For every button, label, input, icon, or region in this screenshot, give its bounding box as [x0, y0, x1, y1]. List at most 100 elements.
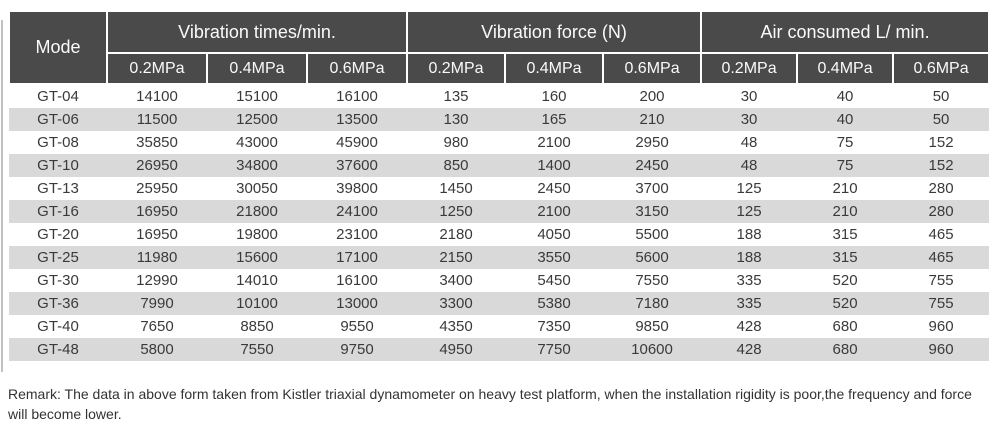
- value-cell: 35850: [136, 134, 178, 151]
- air-consumed-group-header: Air consumed L/ min.: [700, 10, 991, 54]
- value-cell: 4050: [537, 226, 571, 243]
- value-cell: 165: [541, 111, 567, 128]
- value-cell: 14010: [236, 272, 278, 289]
- value-cell: 755: [928, 272, 954, 289]
- value-cell: 9850: [635, 318, 669, 335]
- value-cell: 7180: [635, 295, 669, 312]
- value-cell: 40: [836, 88, 854, 105]
- value-cell: 680: [832, 341, 858, 358]
- value-cell: 210: [639, 111, 665, 128]
- mode-cell: GT-16: [37, 203, 79, 220]
- value-cell: 7650: [140, 318, 174, 335]
- value-cell: 520: [832, 295, 858, 312]
- value-cell: 26950: [136, 157, 178, 174]
- value-cell: 520: [832, 272, 858, 289]
- value-cell: 2950: [635, 134, 669, 151]
- table-row: GT-30 12990 14010 16100 3400 5450 7550 335 520 75…: [9, 269, 989, 292]
- pressure-header-cell: 0.6MPa: [602, 52, 703, 85]
- value-cell: 30: [740, 88, 758, 105]
- value-cell: 152: [928, 157, 954, 174]
- mode-cell: GT-06: [37, 111, 79, 128]
- value-cell: 7550: [635, 272, 669, 289]
- value-cell: 11980: [136, 249, 178, 266]
- value-cell: 25950: [136, 180, 178, 197]
- value-cell: 75: [836, 157, 854, 174]
- mode-cell: GT-30: [37, 272, 79, 289]
- table-row: GT-40 7650 8850 9550 4350 7350 9850 428 680 960: [9, 315, 989, 338]
- vibrator-spec-table: Mode Vibration times/min. Vibration forc…: [8, 10, 991, 361]
- value-cell: 130: [443, 111, 469, 128]
- pressure-header-cell: 0.2MPa: [106, 52, 208, 85]
- value-cell: 12990: [136, 272, 178, 289]
- value-cell: 15100: [236, 88, 278, 105]
- mode-cell: GT-20: [37, 226, 79, 243]
- value-cell: 2180: [439, 226, 473, 243]
- table-row: GT-25 11980 15600 17100 2150 3550 5600 188 315 46…: [9, 246, 990, 269]
- value-cell: 465: [928, 249, 954, 266]
- value-cell: 39800: [336, 180, 378, 197]
- value-cell: 2100: [537, 203, 571, 220]
- value-cell: 680: [832, 318, 858, 335]
- value-cell: 8850: [240, 318, 274, 335]
- value-cell: 34800: [236, 157, 278, 174]
- table-row: GT-48 5800 7550 9750 4950 7750 10600 428 680 960: [9, 338, 990, 361]
- value-cell: 755: [928, 295, 954, 312]
- value-cell: 4950: [439, 341, 473, 358]
- value-cell: 9750: [340, 341, 374, 358]
- value-cell: 7350: [537, 318, 571, 335]
- table-row: GT-16 16950 21800 24100 1250 2100 3150 125 210 28…: [9, 200, 990, 223]
- value-cell: 7750: [537, 341, 571, 358]
- value-cell: 315: [832, 226, 858, 243]
- value-cell: 24100: [336, 203, 378, 220]
- value-cell: 2100: [537, 134, 571, 151]
- table-row: GT-13 25950 30050 39800 1450 2450 3700 125 210 28…: [9, 177, 989, 200]
- remark-text: Remark: The data in above form taken fro…: [8, 386, 972, 423]
- value-cell: 48: [740, 157, 758, 174]
- value-cell: 850: [443, 157, 469, 174]
- mode-cell: GT-10: [37, 157, 79, 174]
- value-cell: 980: [443, 134, 469, 151]
- value-cell: 200: [639, 88, 665, 105]
- value-cell: 188: [736, 226, 762, 243]
- pressure-header-cell: 0.2MPa: [406, 52, 507, 85]
- value-cell: 5450: [537, 272, 571, 289]
- value-cell: 5500: [635, 226, 669, 243]
- pressure-header-cell: 0.6MPa: [305, 52, 409, 85]
- value-cell: 2450: [537, 180, 571, 197]
- table-row: GT-36 7990 10100 13000 3300 5380 7180 335 520 755: [9, 292, 990, 315]
- value-cell: 3150: [635, 203, 669, 220]
- value-cell: 30050: [236, 180, 278, 197]
- value-cell: 14100: [136, 88, 178, 105]
- value-cell: 960: [928, 341, 954, 358]
- value-cell: 16100: [336, 272, 378, 289]
- table-body: GT-04 14100 15100 16100 135 160 200 30 40 50 GT-06…: [9, 84, 990, 361]
- value-cell: 135: [443, 88, 469, 105]
- mode-cell: GT-40: [37, 318, 79, 335]
- value-cell: 1400: [537, 157, 571, 174]
- value-cell: 428: [736, 341, 762, 358]
- table-row: GT-06 11500 12500 13500 130 165 210 30 40 50: [9, 108, 990, 131]
- table-row: GT-08 35850 43000 45900 980 2100 2950 48 75 152: [9, 131, 989, 154]
- value-cell: 210: [832, 180, 858, 197]
- value-cell: 3300: [439, 295, 473, 312]
- value-cell: 7990: [140, 295, 174, 312]
- pressure-subheader-row: 0.2MPa 0.4MPa 0.6MPa 0.2MPa 0.4MPa 0.6MPa 0.2M…: [9, 52, 991, 85]
- value-cell: 210: [832, 203, 858, 220]
- value-cell: 125: [736, 203, 762, 220]
- value-cell: 21800: [236, 203, 278, 220]
- table-header: Mode Vibration times/min. Vibration forc…: [8, 10, 991, 85]
- mode-column-header: Mode: [8, 10, 108, 85]
- value-cell: 315: [832, 249, 858, 266]
- pressure-header-cell: 0.4MPa: [504, 52, 605, 85]
- value-cell: 75: [836, 134, 854, 151]
- value-cell: 152: [928, 134, 954, 151]
- value-cell: 48: [740, 134, 758, 151]
- pressure-header-cell: 0.2MPa: [700, 52, 799, 85]
- value-cell: 16950: [136, 203, 178, 220]
- value-cell: 2150: [439, 249, 473, 266]
- value-cell: 335: [736, 295, 762, 312]
- value-cell: 7550: [240, 341, 274, 358]
- pressure-header-cell: 0.4MPa: [796, 52, 895, 85]
- value-cell: 5380: [537, 295, 571, 312]
- table-row: GT-04 14100 15100 16100 135 160 200 30 40 50: [9, 84, 989, 108]
